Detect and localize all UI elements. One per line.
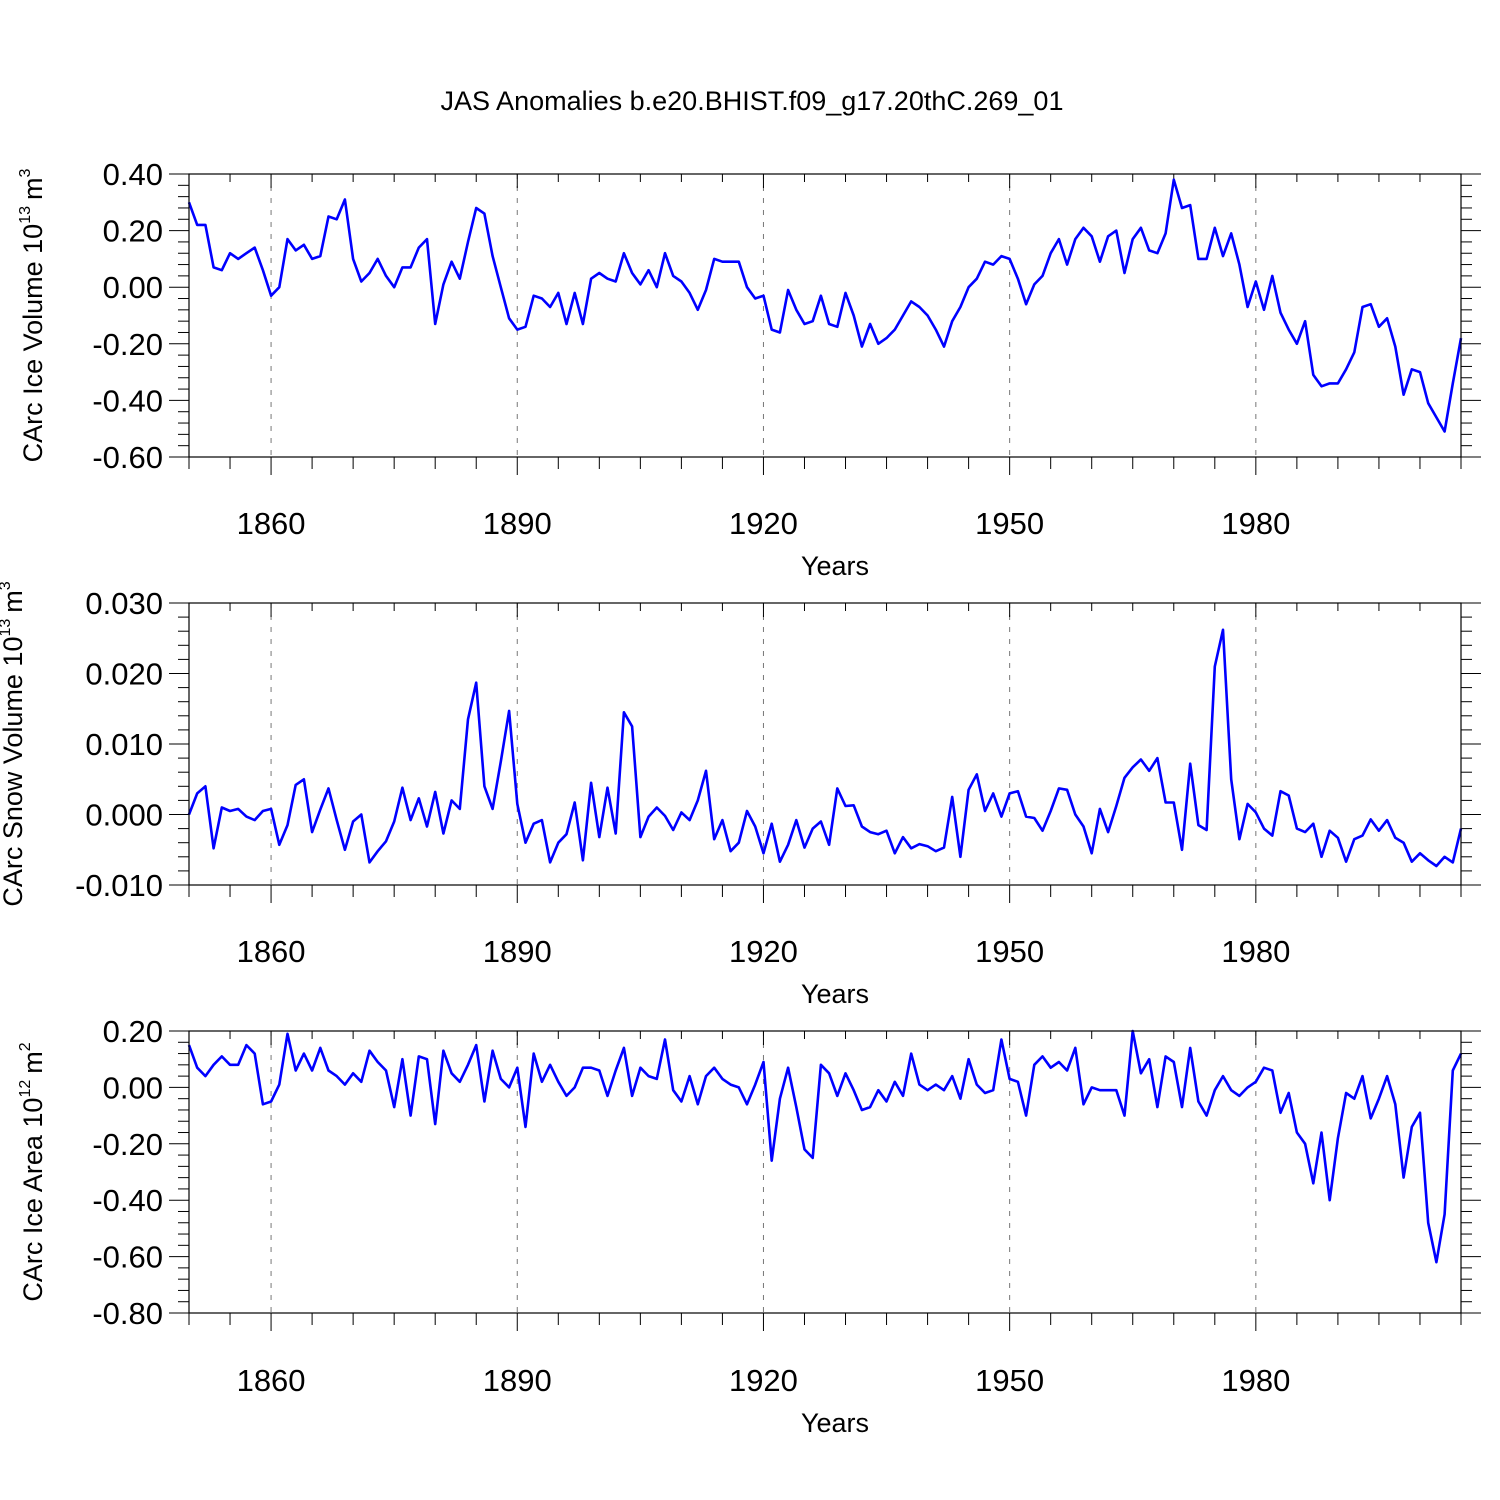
y-tick-label-0.40: 0.40 <box>103 157 163 192</box>
y-axis-title-unit: m <box>18 1051 48 1074</box>
x-tick-label-1890: 1890 <box>483 506 552 541</box>
y-tick-label-0.020: 0.020 <box>85 657 163 692</box>
y-axis-title-unit: m <box>0 590 28 613</box>
data-series-line <box>187 1029 1463 1264</box>
plot-frame <box>188 173 1462 458</box>
data-series-line <box>187 628 1463 868</box>
y-tick-label--0.20: -0.20 <box>92 1127 163 1162</box>
y-tick-label--0.20: -0.20 <box>92 327 163 362</box>
x-tick-label-1950: 1950 <box>975 1363 1044 1398</box>
x-tick-label-1860: 1860 <box>237 1363 306 1398</box>
y-tick-label--0.40: -0.40 <box>92 383 163 418</box>
y-tick-label--0.010: -0.010 <box>75 868 163 903</box>
x-tick-label-1980: 1980 <box>1221 934 1290 969</box>
y-tick-label--0.80: -0.80 <box>92 1296 163 1331</box>
y-tick-label-0.010: 0.010 <box>85 727 163 762</box>
x-tick-label-1920: 1920 <box>729 934 798 969</box>
x-tick-label-1920: 1920 <box>729 506 798 541</box>
x-tick-label-1890: 1890 <box>483 1363 552 1398</box>
y-axis-title: CArc Ice Area 1012 m2 <box>17 1042 48 1301</box>
panel-1: 1860 1890 1920 1950 1980 0.40 0.20 0.00 -0.20 -0.… <box>17 157 1481 581</box>
y-tick-label--0.60: -0.60 <box>92 440 163 475</box>
y-axis-title-unit-exponent: 3 <box>0 581 14 590</box>
plot-frame <box>188 1030 1462 1314</box>
x-axis-title: Years <box>801 1408 869 1438</box>
data-series-line <box>187 178 1463 433</box>
chart-title: JAS Anomalies b.e20.BHIST.f09_g17.20thC.… <box>441 86 1064 116</box>
y-axis-title-unit-exponent: 2 <box>17 1042 34 1051</box>
y-axis-title-unit: m <box>18 177 48 200</box>
y-axis-title-exponent: 13 <box>0 619 14 637</box>
x-axis-title: Years <box>801 551 869 581</box>
y-tick-label-0.00: 0.00 <box>103 270 163 305</box>
x-tick-label-1890: 1890 <box>483 934 552 969</box>
y-axis-title-text: CArc Snow Volume 10 <box>0 637 28 907</box>
y-tick-label-0.00: 0.00 <box>103 1070 163 1105</box>
y-axis-title-exponent: 12 <box>17 1080 34 1098</box>
y-tick-label--0.60: -0.60 <box>92 1240 163 1275</box>
x-tick-label-1920: 1920 <box>729 1363 798 1398</box>
y-tick-label-0.000: 0.000 <box>85 798 163 833</box>
y-axis-title-exponent: 13 <box>17 206 34 224</box>
x-tick-label-1980: 1980 <box>1221 506 1290 541</box>
x-axis-title: Years <box>801 979 869 1009</box>
x-tick-label-1860: 1860 <box>237 934 306 969</box>
x-tick-label-1980: 1980 <box>1221 1363 1290 1398</box>
y-axis-title-text: CArc Ice Volume 10 <box>18 224 48 463</box>
y-axis-title: CArc Ice Volume 1013 m3 <box>17 168 48 462</box>
y-axis-title-text: CArc Ice Area 10 <box>18 1098 48 1302</box>
y-tick-label-0.20: 0.20 <box>103 1014 163 1049</box>
x-tick-label-1950: 1950 <box>975 934 1044 969</box>
y-tick-label-0.030: 0.030 <box>85 586 163 621</box>
y-tick-label--0.40: -0.40 <box>92 1183 163 1218</box>
y-axis-title-unit-exponent: 3 <box>17 168 34 177</box>
panel-3: 1860 1890 1920 1950 1980 0.20 0.00 -0.20 -0.40 -0… <box>17 1014 1481 1438</box>
y-tick-label-0.20: 0.20 <box>103 214 163 249</box>
x-tick-label-1860: 1860 <box>237 506 306 541</box>
x-tick-label-1950: 1950 <box>975 506 1044 541</box>
plot-frame <box>188 602 1462 886</box>
y-axis-title: CArc Snow Volume 1013 m3 <box>0 581 28 906</box>
panel-2: 1860 1890 1920 1950 1980 0.030 0.020 0.010 0.000… <box>0 581 1481 1009</box>
